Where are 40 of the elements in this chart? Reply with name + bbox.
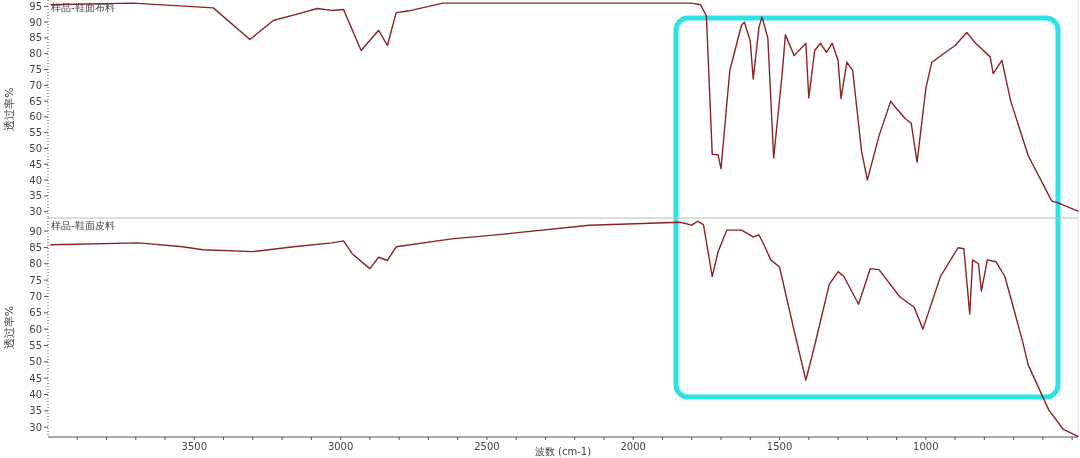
y-tick-label: 85: [29, 241, 42, 253]
x-axis-title: 波数 (cm-1): [534, 446, 592, 457]
series-label: 样品-鞋面布料: [51, 2, 115, 13]
x-tick-label: 1500: [766, 441, 793, 452]
series-label: 样品-鞋面皮料: [51, 220, 115, 231]
y-tick-label: 30: [29, 206, 42, 218]
y-tick-label: 35: [29, 190, 42, 202]
y-tick-label: 75: [29, 274, 42, 286]
y-tick-label: 65: [29, 95, 42, 107]
y-tick-label: 90: [29, 225, 42, 237]
y-tick-label: 70: [29, 79, 42, 91]
y-tick-label: 85: [29, 32, 42, 44]
y-tick-label: 80: [29, 258, 42, 270]
y-tick-label: 50: [29, 356, 42, 368]
x-tick-label: 3000: [327, 441, 354, 452]
y-axis-title: 透过率%: [3, 87, 16, 131]
y-tick-label: 40: [29, 389, 42, 401]
y-tick-label: 90: [29, 16, 42, 28]
y-tick-label: 30: [29, 421, 42, 433]
x-tick-label: 2500: [474, 441, 500, 452]
y-tick-label: 80: [29, 48, 42, 60]
y-tick-label: 35: [29, 405, 42, 417]
line-series: [50, 2, 1079, 212]
y-tick-label: 50: [29, 142, 42, 154]
y-axis-title: 透过率%: [3, 305, 16, 350]
y-tick-label: 55: [29, 339, 42, 351]
x-tick-label: 3500: [181, 441, 208, 452]
line-series: [50, 220, 1079, 438]
y-tick-label: 95: [29, 0, 42, 12]
x-tick-label: 2000: [620, 441, 646, 452]
y-tick-label: 40: [29, 174, 42, 186]
y-tick-label: 70: [29, 290, 42, 302]
y-tick-label: 45: [29, 372, 42, 384]
y-tick-label: 55: [29, 127, 42, 139]
y-tick-label: 75: [29, 64, 42, 76]
y-tick-label: 60: [29, 323, 42, 335]
y-tick-label: 65: [29, 307, 42, 319]
x-tick-label: 1000: [913, 441, 939, 452]
y-tick-label: 60: [29, 111, 42, 123]
y-tick-label: 45: [29, 158, 42, 170]
